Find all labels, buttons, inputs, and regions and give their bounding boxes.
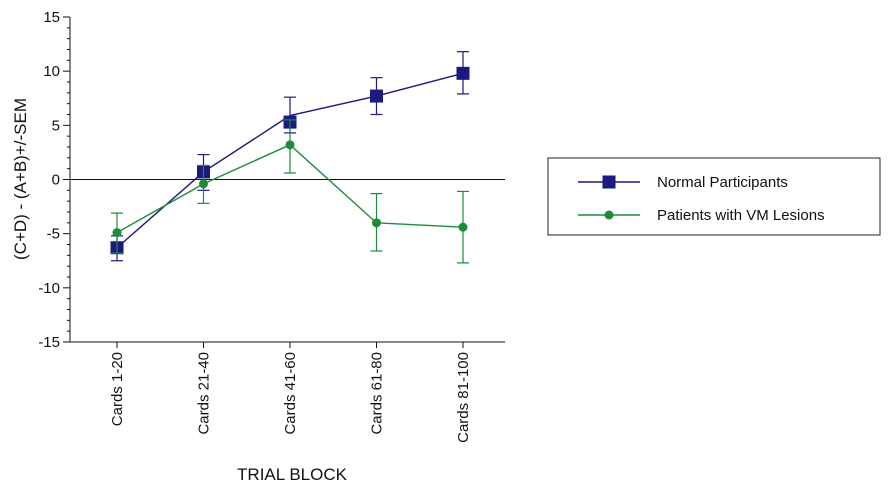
data-point: [285, 140, 295, 150]
legend-box: [547, 157, 881, 236]
data-point: [458, 222, 468, 232]
data-point: [112, 228, 122, 238]
data-point: [199, 179, 208, 189]
x-tick-label: Cards 21-40: [196, 352, 213, 435]
y-axis-title: (C+D) - (A+B)+/-SEM: [11, 98, 30, 260]
series-2: [111, 119, 469, 264]
legend-label: Normal Participants: [657, 174, 788, 191]
x-tick-label: Cards 1-20: [109, 352, 126, 426]
x-tick-label: Cards 41-60: [282, 352, 299, 435]
legend: Normal Participants Patients with VM Lesi…: [547, 157, 881, 236]
x-tick-label: Cards 81-100: [455, 352, 472, 443]
y-tick-label: -10: [38, 280, 60, 297]
y-tick-label: 5: [52, 117, 60, 134]
legend-marker: [602, 175, 616, 189]
y-tick-label: -5: [47, 226, 60, 243]
y-tick-label: 15: [43, 9, 60, 26]
legend-marker: [604, 210, 614, 220]
x-axis-title: TRIAL BLOCK: [237, 465, 348, 484]
y-tick-label: 0: [52, 172, 60, 189]
data-point: [370, 89, 383, 103]
axes: -15 -10 -5 0 5 10 15 Cards 1-20 Cards 21-40 Cards…: [38, 9, 505, 443]
y-tick-label: -15: [38, 334, 60, 351]
series-layer: [110, 51, 470, 264]
data-point: [372, 218, 381, 228]
legend-label: Patients with VM Lesions: [657, 207, 825, 224]
x-tick-label: Cards 61-80: [369, 352, 386, 435]
data-point: [456, 66, 470, 80]
y-tick-label: 10: [43, 63, 60, 80]
